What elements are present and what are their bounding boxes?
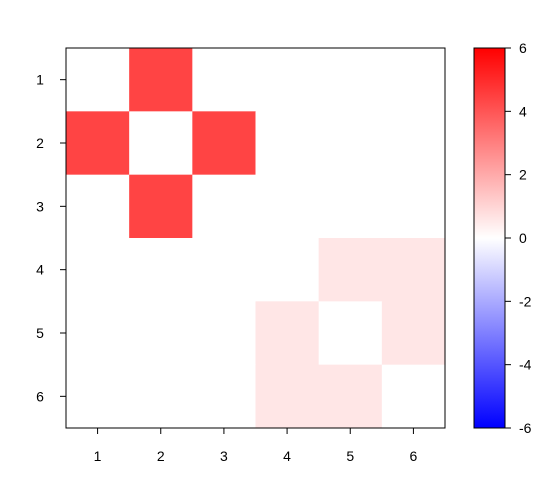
colorbar-tick-label: 2 <box>519 167 527 183</box>
heatmap-cell-r2-c2 <box>129 111 193 176</box>
heatmap-cell-r6-c4 <box>255 364 320 429</box>
x-tick-label: 3 <box>220 448 228 464</box>
y-tick-label: 6 <box>36 388 44 404</box>
heatmap-cell-r4-c4 <box>255 238 320 302</box>
heatmap-cell-r1-c1 <box>66 48 130 112</box>
heatmap-cell-r2-c4 <box>255 111 320 176</box>
heatmap-cell-r6-c5 <box>318 364 383 429</box>
colorbar <box>473 47 506 429</box>
y-tick-label: 3 <box>36 198 44 214</box>
heatmap-cell-r3-c4 <box>255 174 320 239</box>
heatmap-cell-r2-c6 <box>381 111 446 176</box>
heatmap-cell-r2-c1 <box>66 111 130 176</box>
x-tick-label: 4 <box>283 448 291 464</box>
heatmap-cell-r4-c1 <box>66 238 130 302</box>
heatmap-cell-r5-c5 <box>318 301 383 366</box>
colorbar-tick-label: -6 <box>519 420 532 436</box>
heatmap-cell-r6-c2 <box>129 364 193 429</box>
heatmap-cell-r5-c4 <box>255 301 320 366</box>
x-tick-label: 6 <box>410 448 418 464</box>
y-tick-label: 5 <box>36 325 44 341</box>
heatmap-cell-r1-c3 <box>192 48 256 112</box>
plot-border <box>65 47 446 429</box>
colorbar-tick-label: 0 <box>519 230 527 246</box>
colorbar-tick-label: -4 <box>519 357 532 373</box>
heatmap-cell-r6-c3 <box>192 364 256 429</box>
heatmap-cells <box>66 48 446 429</box>
heatmap-cell-r5-c3 <box>192 301 256 366</box>
y-tick-label: 1 <box>36 72 44 88</box>
heatmap-cell-r2-c5 <box>318 111 383 176</box>
heatmap-cell-r4-c6 <box>381 238 446 302</box>
heatmap-cell-r4-c5 <box>318 238 383 302</box>
y-axis: 1 2 3 4 5 6 <box>36 72 66 404</box>
heatmap-cell-r5-c1 <box>66 301 130 366</box>
heatmap-cell-r6-c1 <box>66 364 130 429</box>
heatmap-cell-r4-c2 <box>129 238 193 302</box>
heatmap-cell-r1-c6 <box>381 48 446 112</box>
colorbar-tick-label: -2 <box>519 293 532 309</box>
heatmap-cell-r1-c5 <box>318 48 383 112</box>
heatmap-cell-r2-c3 <box>192 111 256 176</box>
heatmap-cell-r3-c6 <box>381 174 446 239</box>
y-tick-label: 2 <box>36 135 44 151</box>
heatmap-cell-r3-c1 <box>66 174 130 239</box>
colorbar-tick-label: 6 <box>519 40 527 56</box>
heatmap-cell-r5-c6 <box>381 301 446 366</box>
heatmap-cell-r4-c3 <box>192 238 256 302</box>
heatmap-cell-r1-c4 <box>255 48 320 112</box>
x-tick-label: 5 <box>346 448 354 464</box>
heatmap-cell-r3-c5 <box>318 174 383 239</box>
colorbar-axis: 6 4 2 0 -2 -4 -6 <box>505 40 532 436</box>
x-tick-label: 1 <box>94 448 102 464</box>
x-axis: 1 2 3 4 5 6 <box>94 428 418 464</box>
colorbar-tick-label: 4 <box>519 103 527 119</box>
heatmap-cell-r3-c3 <box>192 174 256 239</box>
x-tick-label: 2 <box>157 448 165 464</box>
heatmap-cell-r3-c2 <box>129 174 193 239</box>
heatmap-cell-r1-c2 <box>129 48 193 112</box>
heatmap-cell-r6-c6 <box>381 364 446 429</box>
y-tick-label: 4 <box>36 262 44 278</box>
heatmap-cell-r5-c2 <box>129 301 193 366</box>
